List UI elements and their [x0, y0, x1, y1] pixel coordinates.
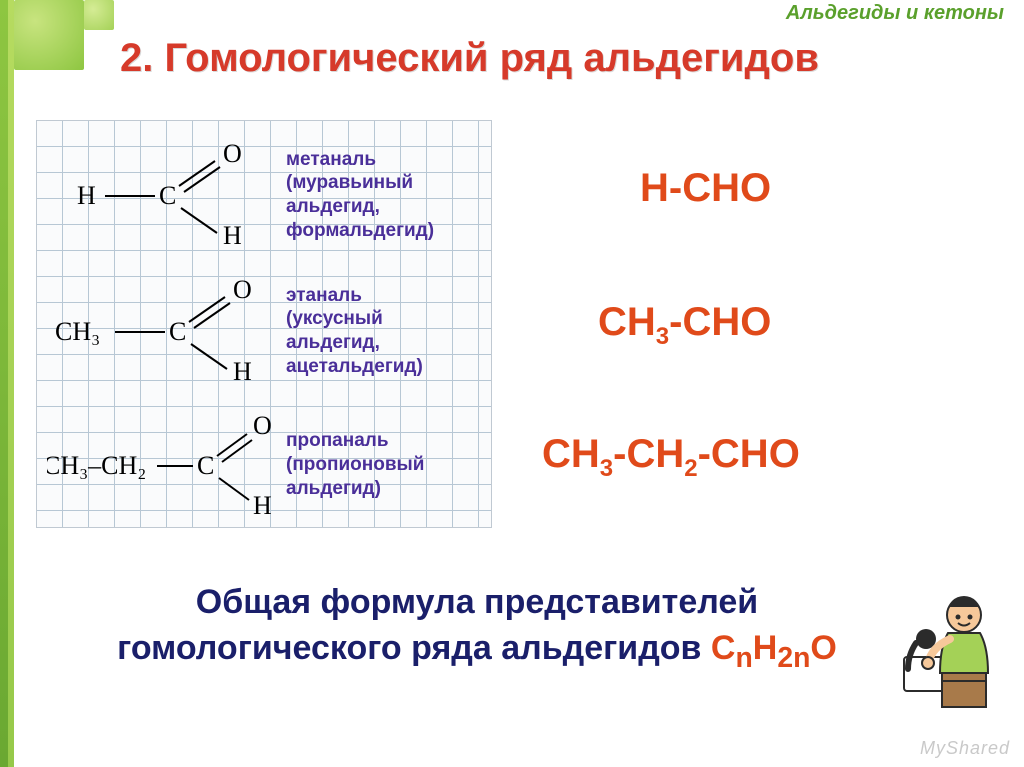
- watermark: MyShared: [920, 738, 1010, 759]
- left-strip: [0, 0, 8, 767]
- struct-1: H C O H: [47, 140, 282, 250]
- graph-paper-panel: H C O H метаналь (муравьиный альдегид, ф…: [36, 120, 492, 528]
- condensed-3: CH3-CH2-CHO: [542, 432, 800, 483]
- aldehyde-row-1: H C O H метаналь (муравьиный альдегид, ф…: [47, 135, 481, 255]
- svg-text:C: C: [197, 451, 214, 480]
- corner-square-small: [84, 0, 114, 30]
- label-3: пропаналь (пропионовый альдегид): [282, 429, 481, 500]
- condensed-1: H-CHO: [640, 166, 771, 211]
- student-clipart: [898, 583, 998, 713]
- svg-text:C: C: [169, 317, 186, 346]
- name: этаналь: [286, 284, 481, 308]
- hydrogen: H: [223, 221, 242, 250]
- hydrogen: H: [233, 357, 252, 386]
- alt-names: (уксусный альдегид, ацетальдегид): [286, 307, 481, 378]
- corner-square-large: [14, 0, 84, 70]
- general-text: Общая формула представителей гомологичес…: [117, 583, 758, 667]
- hydrogen: H: [253, 491, 272, 520]
- condensed-2: CH3-CHO: [598, 300, 771, 351]
- name: метаналь: [286, 148, 481, 172]
- alt-names: (пропионовый альдегид): [286, 453, 481, 501]
- section-header: Альдегиды и кетоны: [786, 2, 1004, 25]
- left-group: H: [77, 181, 96, 210]
- general-formula-text: Общая формула представителей гомологичес…: [80, 580, 874, 677]
- aldehyde-row-3: CH₃–CH₂ C O H пропаналь (пропионовый аль…: [47, 405, 481, 525]
- struct-3: CH₃–CH₂ C O H: [47, 410, 282, 520]
- aldehyde-row-2: CH₃ C O H этаналь (уксусный альдегид, ац…: [47, 271, 481, 391]
- left-strip-light: [8, 0, 14, 767]
- label-1: метаналь (муравьиный альдегид, формальде…: [282, 148, 481, 243]
- general-formula: CnH2nO: [711, 629, 837, 667]
- svg-text:C: C: [159, 181, 176, 210]
- oxygen: O: [233, 276, 252, 304]
- left-group: CH₃–CH₂: [47, 451, 146, 480]
- name: пропаналь: [286, 429, 481, 453]
- alt-names: (муравьиный альдегид, формальдегид): [286, 171, 481, 242]
- oxygen: O: [253, 411, 272, 440]
- left-group: CH₃: [55, 317, 100, 346]
- struct-2: CH₃ C O H: [47, 276, 282, 386]
- label-2: этаналь (уксусный альдегид, ацетальдегид…: [282, 284, 481, 379]
- oxygen: O: [223, 140, 242, 168]
- slide-title: 2. Гомологический ряд альдегидов: [120, 36, 819, 81]
